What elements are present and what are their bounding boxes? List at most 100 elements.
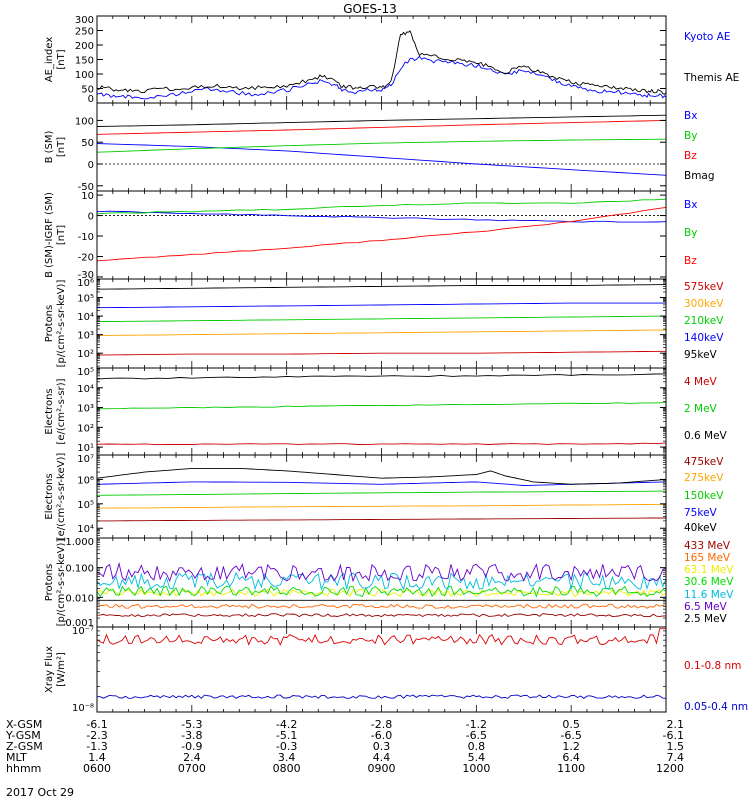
y-tick-label: 10¹ [77, 443, 94, 454]
orbit-value: -1.2 [466, 718, 487, 731]
y-tick-label: 1.000 [65, 537, 94, 548]
orbit-value: 0800 [273, 762, 301, 775]
y-tick-label: -10 [78, 232, 94, 243]
panel-frame [96, 15, 667, 104]
orbit-row-label: Z-GSM [6, 740, 43, 753]
orbit-value: 1.5 [667, 740, 685, 753]
series-line-275kev [96, 503, 667, 509]
series-line-6-5-mev [96, 561, 667, 583]
panel-frame [96, 190, 667, 280]
y-axis-unit: [W/m²] [56, 652, 67, 687]
y-axis-label: B (SM) [44, 130, 55, 163]
legend-entry: 6.5 MeV [684, 601, 728, 613]
series-line-bx [96, 143, 667, 176]
y-tick-label: 0 [88, 160, 94, 171]
orbit-value: -6.5 [466, 729, 487, 742]
series-line-150kev [96, 490, 667, 496]
y-axis-unit: [nT] [56, 225, 67, 245]
legend-entry: Themis AE [683, 72, 739, 84]
y-axis-unit: [e/(cm²-s-sr-keV)] [56, 453, 67, 541]
series-line-bz [96, 206, 667, 262]
orbit-value: 1.2 [562, 740, 580, 753]
series-line-0-05-0-4-nm [97, 694, 667, 699]
y-tick-label: 10⁵ [77, 500, 94, 511]
y-tick-label: 10⁻⁸ [72, 703, 94, 714]
panel-8: 10⁻⁸ 10⁻⁷ Xray Flux [W/m²] 0.1-0.8 nm 0.05-0.… [44, 626, 748, 714]
y-axis-label: Xray Flux [44, 646, 55, 693]
y-tick-label: 300 [75, 15, 94, 26]
series-line-140kev [96, 302, 666, 309]
y-tick-label: -20 [78, 252, 94, 263]
orbit-value: 0700 [178, 762, 206, 775]
series-line-by [96, 138, 667, 153]
legend-entry: 210keV [684, 315, 724, 327]
y-axis-unit: [p/(cm²-s-sr-keV)] [56, 539, 67, 627]
series-line-165-mev [96, 603, 667, 609]
y-axis-label: Electrons [44, 473, 55, 519]
y-tick-label: 150 [75, 56, 94, 67]
series-line-30-6-mev [96, 585, 667, 598]
series-line-themis-ae [96, 30, 667, 95]
orbit-value: 1100 [557, 762, 585, 775]
series-line-2-mev [96, 402, 667, 410]
legend-entry: 11.6 MeV [684, 589, 734, 601]
orbit-value: -0.9 [181, 740, 202, 753]
panel-frame [96, 102, 667, 192]
legend-entry: 75keV [684, 507, 718, 519]
y-tick-label: 10² [77, 423, 94, 434]
orbit-row-label: Y-GSM [5, 729, 41, 742]
orbit-value: -0.3 [276, 740, 297, 753]
panel-7: 0.001 0.010 0.100 1.000 Protons [p/(cm²-s-sr-… [44, 537, 734, 629]
panel-frame [96, 454, 667, 539]
y-tick-label: 10² [77, 349, 94, 360]
y-tick-label: 10³ [77, 331, 94, 342]
orbit-value: 1000 [462, 762, 490, 775]
legend-entry: 150keV [684, 490, 724, 502]
series-line-by [96, 198, 667, 215]
orbit-value: -1.3 [86, 740, 107, 753]
y-tick-label: 10⁴ [77, 312, 94, 323]
legend-entry: Bx [684, 110, 697, 122]
y-tick-label: -50 [78, 182, 94, 193]
series-line-kyoto-ae [96, 55, 667, 100]
y-tick-label: 100 [75, 116, 94, 127]
orbit-value: -4.2 [276, 718, 297, 731]
legend-entry: 300keV [684, 298, 724, 310]
orbit-row-label: MLT [6, 751, 27, 764]
y-tick-label: 0 [88, 212, 94, 223]
panel-frame [96, 367, 667, 456]
y-axis-unit: [nT] [56, 137, 67, 157]
legend-entry: 0.05-0.4 nm [684, 701, 748, 713]
series-line-75kev [96, 481, 667, 486]
orbit-table: X-GSM -6.1 -5.3 -4.2 -2.8 -1.2 0.5 2.1 Y-GSM -2.3… [5, 718, 684, 775]
y-axis-label: Protons [44, 564, 55, 601]
orbit-value: 1.4 [88, 751, 106, 764]
series-line-0-1-0-8-nm [96, 628, 666, 646]
y-tick-label: 0 [88, 94, 94, 105]
orbit-value: -3.8 [181, 729, 202, 742]
y-axis-label: Protons [44, 305, 55, 342]
series-line-575kev [96, 350, 667, 356]
legend-entry: 275keV [684, 472, 724, 484]
legend-entry: 4 MeV [684, 376, 718, 388]
legend-entry: 475keV [684, 456, 724, 468]
orbit-value: -2.8 [371, 718, 392, 731]
orbit-value: -6.1 [663, 729, 684, 742]
panel-5: 10¹ 10² 10³ 10⁴ 10⁵ Electrons [e/(cm²-s-sr)] 4 … [44, 367, 728, 456]
legend-entry: Bx [684, 199, 697, 211]
legend-entry: By [684, 227, 697, 239]
y-tick-label: 10⁻⁷ [72, 626, 94, 637]
series-line-63-1-mev [96, 588, 667, 598]
legend-entry: 433 MeV [684, 540, 731, 552]
date-label: 2017 Oct 29 [6, 786, 74, 799]
orbit-value: 7.4 [667, 751, 685, 764]
panel-frame [96, 278, 667, 369]
y-axis-label: B (SM)-IGRF (SM) [44, 192, 55, 278]
series-line-433-mev [96, 613, 667, 618]
series-line-475kev [97, 517, 666, 522]
y-tick-label: 10⁵ [77, 367, 94, 378]
orbit-value: -2.3 [86, 729, 107, 742]
orbit-value: 5.4 [468, 751, 486, 764]
orbit-value: -5.3 [181, 718, 202, 731]
